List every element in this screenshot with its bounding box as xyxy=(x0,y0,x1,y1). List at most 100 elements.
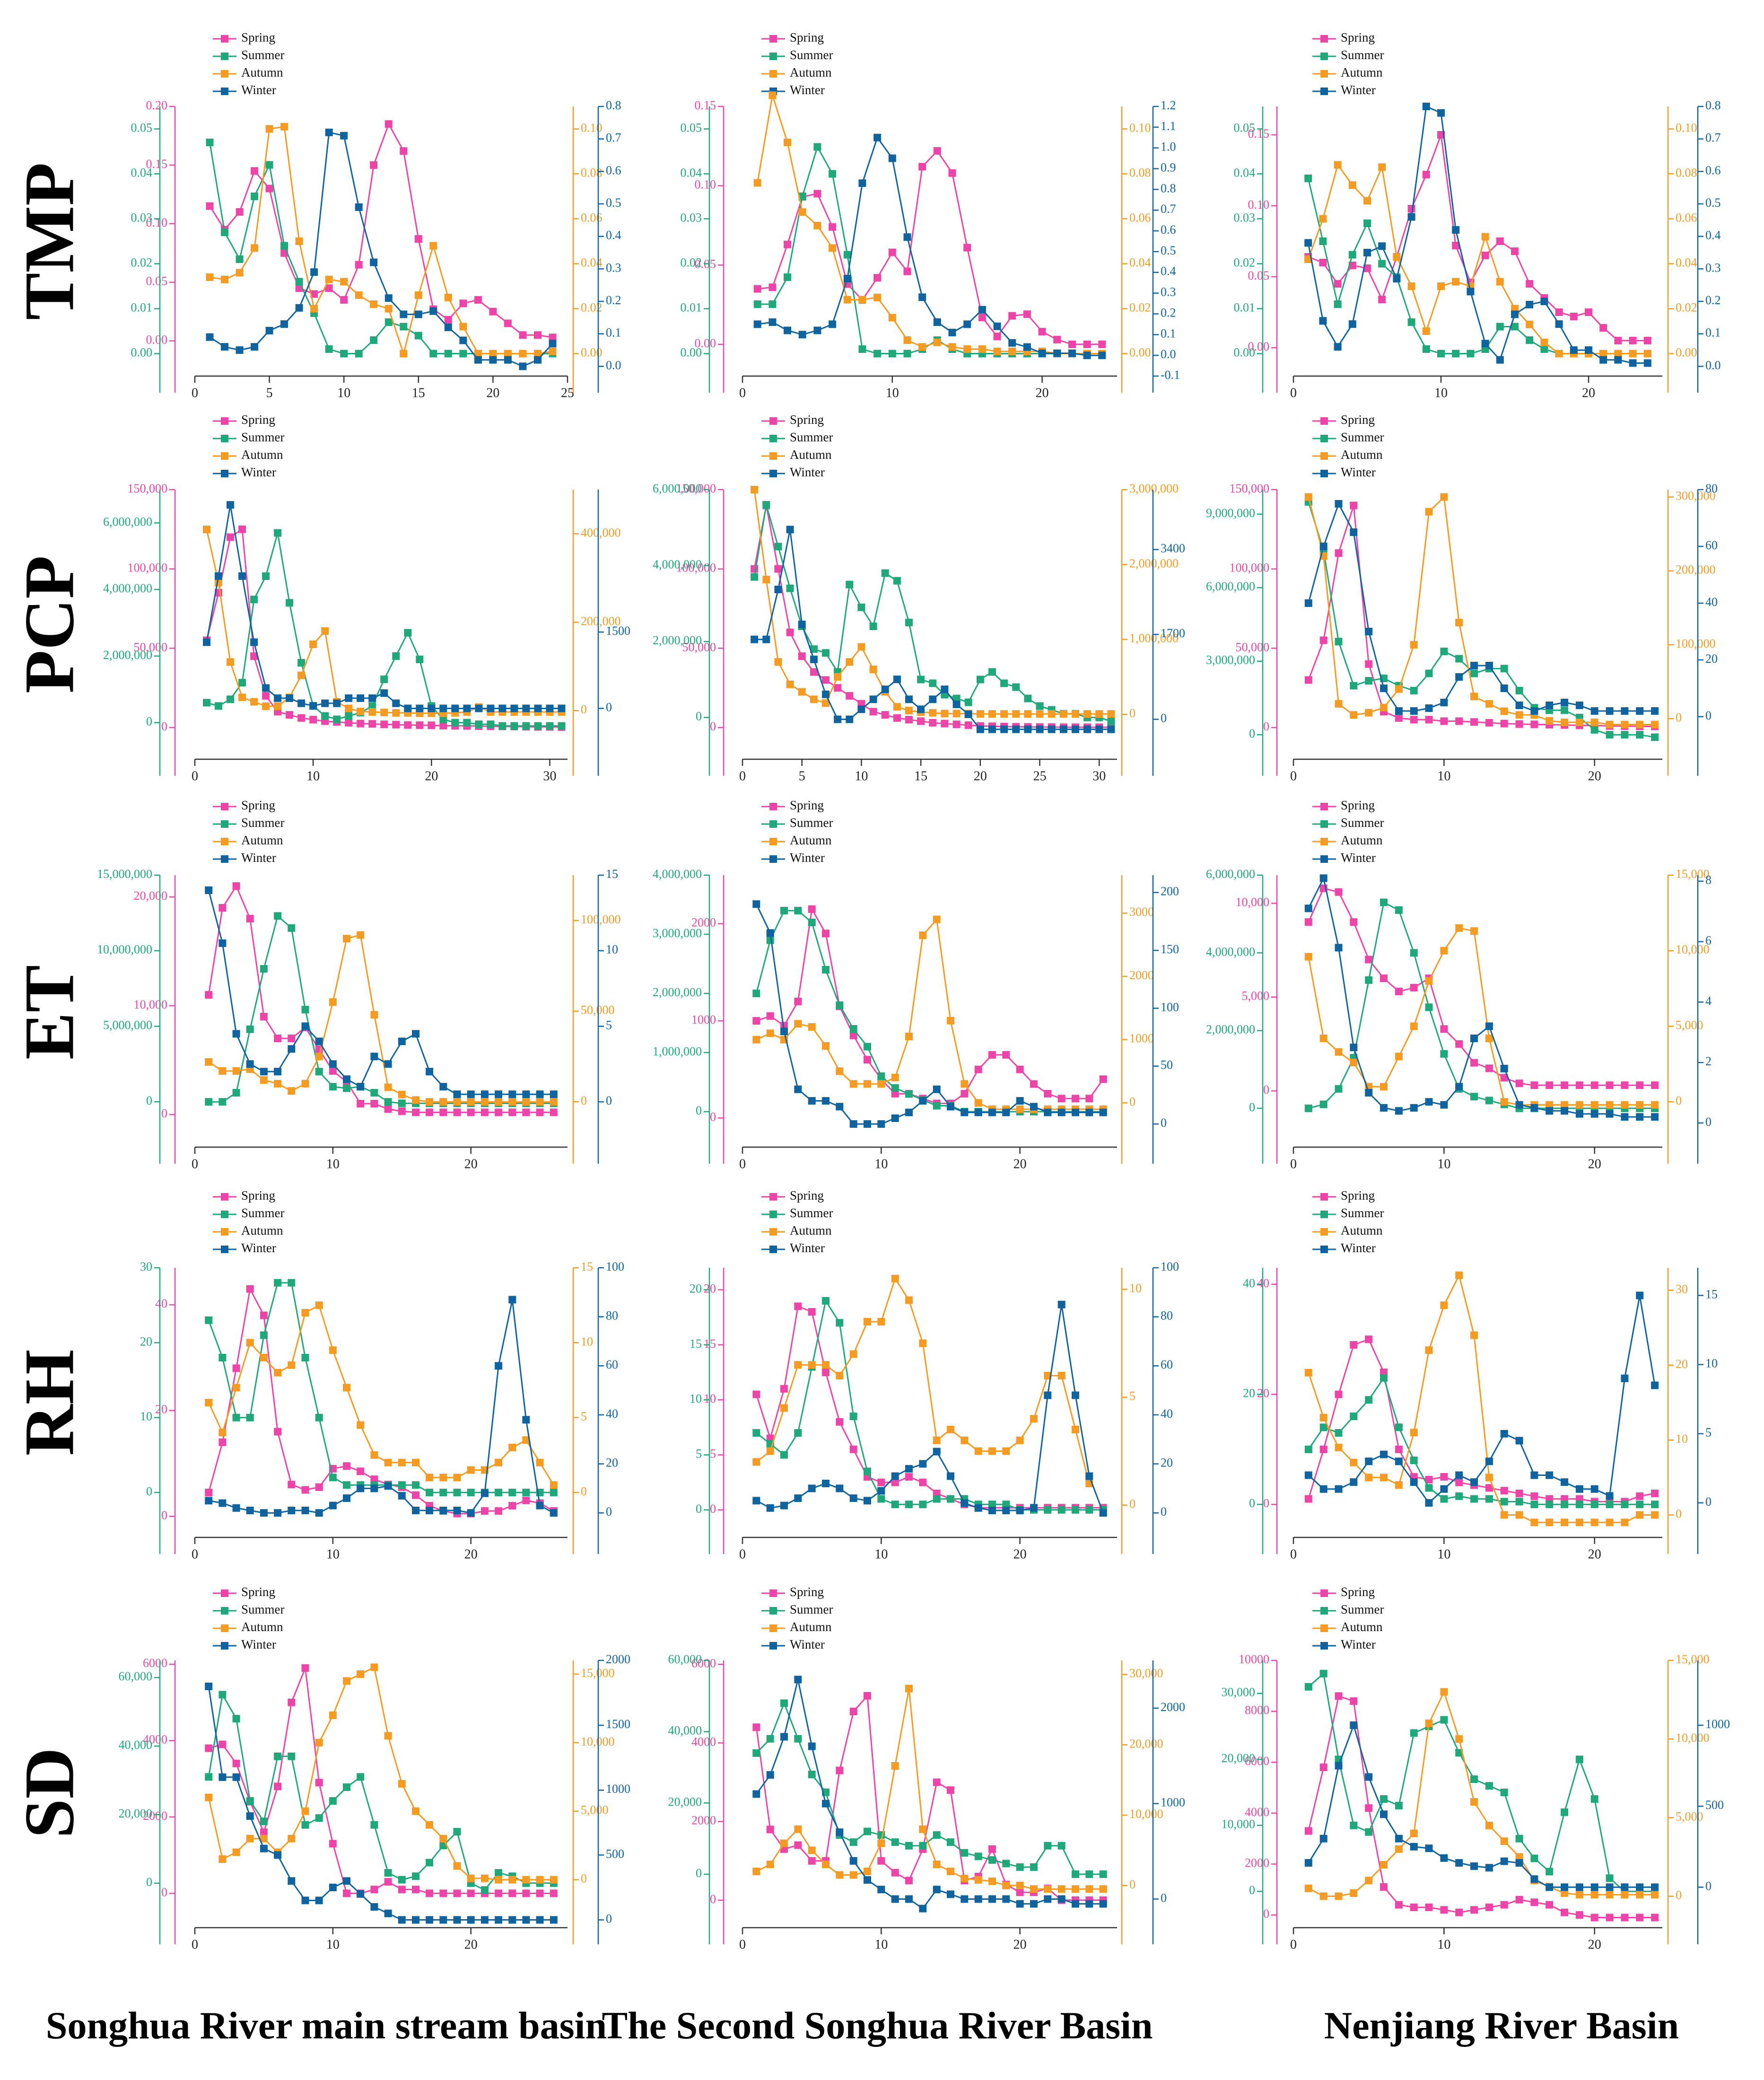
data-point-winter xyxy=(301,1022,309,1030)
data-point-autumn xyxy=(1365,709,1373,717)
data-point-autumn xyxy=(522,1098,530,1106)
data-point-spring xyxy=(810,668,818,676)
data-point-summer xyxy=(280,242,288,250)
data-point-autumn xyxy=(1500,1511,1508,1519)
data-point-autumn xyxy=(321,627,329,635)
data-point-summer xyxy=(357,1773,365,1781)
data-point-autumn xyxy=(849,1080,857,1088)
data-point-autumn xyxy=(1575,718,1583,726)
data-point-autumn xyxy=(919,1339,927,1347)
data-point-winter xyxy=(370,1053,378,1061)
data-point-winter xyxy=(1590,1110,1598,1118)
legend-label-summer: Summer xyxy=(1341,1206,1384,1220)
data-point-winter xyxy=(412,1916,419,1924)
data-point-winter xyxy=(1575,1883,1583,1891)
data-point-autumn xyxy=(1599,350,1607,358)
data-point-winter xyxy=(463,704,471,712)
data-point-summer xyxy=(829,170,837,178)
data-point-spring xyxy=(1515,1489,1523,1497)
x-tick-label: 20 xyxy=(464,1157,478,1171)
data-point-winter xyxy=(905,1465,913,1473)
data-point-autumn xyxy=(1515,1853,1523,1861)
data-point-winter xyxy=(849,1494,857,1502)
data-point-winter xyxy=(941,685,949,693)
data-point-winter xyxy=(751,635,759,643)
y-tick-label: 15 xyxy=(1705,1287,1718,1301)
data-point-winter xyxy=(1024,725,1032,733)
data-point-autumn xyxy=(752,1458,760,1466)
y-tick-label: 20 xyxy=(155,1403,167,1416)
data-point-winter xyxy=(286,694,294,702)
data-point-autumn xyxy=(768,91,777,99)
y-tick-label: 3,000,000 xyxy=(653,926,702,940)
series-summer xyxy=(753,143,1106,358)
x-axis: 0 10 20 xyxy=(1290,375,1662,400)
data-point-winter xyxy=(1575,1485,1583,1493)
data-point-autumn xyxy=(1636,1891,1644,1899)
x-tick-label: 20 xyxy=(1036,386,1049,400)
data-point-autumn xyxy=(206,273,214,281)
data-point-autumn xyxy=(1636,720,1644,728)
data-point-summer xyxy=(1350,1413,1358,1421)
data-point-winter xyxy=(1540,298,1548,305)
data-point-spring xyxy=(1614,337,1622,344)
data-point-summer xyxy=(340,350,348,358)
data-point-autumn xyxy=(536,1458,544,1466)
y-tick-label: 1500 xyxy=(606,624,630,638)
data-point-spring xyxy=(1530,1081,1538,1089)
y-tick-label: 0.03 xyxy=(1234,211,1256,224)
data-point-spring xyxy=(550,1108,558,1116)
data-point-summer xyxy=(238,679,246,687)
data-point-spring xyxy=(1016,1888,1024,1896)
data-point-autumn xyxy=(444,293,452,301)
data-point-winter xyxy=(1002,1507,1010,1514)
data-point-spring xyxy=(1363,264,1371,272)
data-point-summer xyxy=(1440,1716,1448,1724)
data-point-spring xyxy=(301,1486,309,1494)
y-tick-label: 0 xyxy=(1129,706,1135,720)
data-point-winter xyxy=(752,900,760,908)
y-tick-label: 10,000 xyxy=(1129,1807,1163,1821)
data-point-winter xyxy=(1496,356,1504,364)
data-point-winter xyxy=(857,705,865,713)
data-point-spring xyxy=(1440,717,1448,725)
data-point-spring xyxy=(1425,1904,1433,1911)
data-point-summer xyxy=(1621,731,1629,739)
data-point-autumn xyxy=(467,1466,475,1474)
y-tick-label: 50,000 xyxy=(682,640,716,654)
data-point-winter xyxy=(301,1507,309,1514)
data-point-summer xyxy=(836,1319,844,1327)
y-tick-label: 15 xyxy=(606,867,618,881)
legend-label-winter: Winter xyxy=(1341,83,1376,97)
legend-marker-summer xyxy=(221,1607,228,1615)
data-point-winter xyxy=(784,326,791,334)
data-point-spring xyxy=(774,565,782,573)
data-point-summer xyxy=(947,1495,954,1503)
series-line-winter xyxy=(757,136,1102,356)
data-point-winter xyxy=(1304,1471,1312,1479)
data-point-spring xyxy=(1590,1081,1598,1089)
legend-label-spring: Spring xyxy=(1341,1188,1375,1202)
data-point-summer xyxy=(1496,323,1504,331)
data-point-autumn xyxy=(751,486,759,493)
y-tick-label: 20 xyxy=(1705,652,1718,666)
legend-marker-summer xyxy=(1320,1211,1328,1218)
data-point-winter xyxy=(877,1886,885,1894)
data-point-spring xyxy=(1395,1445,1403,1453)
legend-label-spring: Spring xyxy=(1341,798,1375,812)
legend-marker-summer xyxy=(221,820,228,828)
data-point-winter xyxy=(246,1812,254,1820)
data-point-autumn xyxy=(1304,1369,1312,1377)
y-tick-label: 40 xyxy=(1243,1276,1255,1290)
data-point-winter xyxy=(1334,343,1342,351)
data-point-autumn xyxy=(453,1862,461,1870)
data-point-spring xyxy=(340,296,348,304)
data-point-spring xyxy=(265,184,273,193)
data-point-winter xyxy=(1407,213,1415,221)
legend-label-spring: Spring xyxy=(241,798,275,812)
